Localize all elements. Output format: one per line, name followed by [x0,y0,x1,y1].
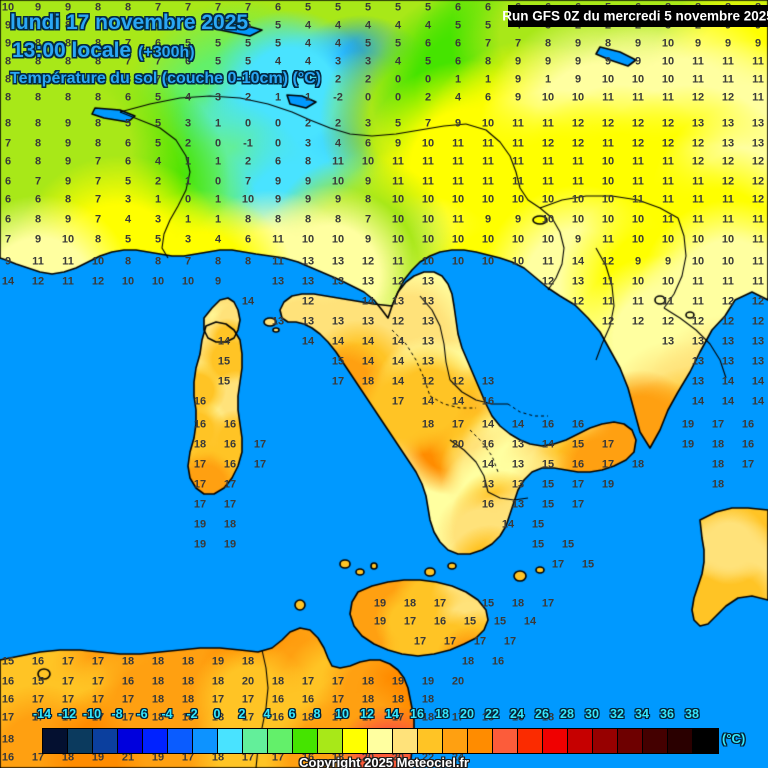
copyright-label: Copyright 2025 Meteociel.fr [299,755,469,768]
legend-tick: 30 [585,707,599,721]
legend-swatch [93,729,118,753]
legend-color-bar[interactable] [42,728,719,754]
legend-swatch [468,729,493,753]
legend-swatch [568,729,593,753]
legend-tick: -2 [186,707,198,721]
legend-tick: 10 [335,707,349,721]
legend-swatch [193,729,218,753]
legend-swatch [118,729,143,753]
legend-swatch [243,729,268,753]
model-run-label: Run GFS 0Z du mercredi 5 novembre 2025 [502,8,768,24]
legend-swatch [318,729,343,753]
legend-tick: -10 [82,707,102,721]
legend-swatch [68,729,93,753]
legend-tick: 28 [560,707,574,721]
legend-swatch [268,729,293,753]
legend-tick: 22 [485,707,499,721]
color-scale-legend: -14 -12 -10 -8 -6 -4 -2 0 2 4 6 8 10 12 14 16 18 20 22 24 26… [0,705,768,768]
legend-tick: -6 [136,707,148,721]
forecast-time-label: 13:00 locale (+300h) [12,40,195,61]
legend-swatch [518,729,543,753]
legend-unit-label: (°C) [722,731,746,746]
legend-swatch [668,729,693,753]
legend-swatch [393,729,418,753]
legend-swatch [368,729,393,753]
legend-tick: -12 [57,707,77,721]
legend-tick: 36 [660,707,674,721]
forecast-offset-text: (+300h) [138,44,195,61]
model-run-banner: Run GFS 0Z du mercredi 5 novembre 2025 [502,5,768,27]
legend-tick: 2 [238,707,246,721]
legend-tick: 8 [313,707,321,721]
legend-tick-labels: -14 -12 -10 -8 -6 -4 -2 0 2 4 6 8 10 12 14 16 18 20 22 24 26… [0,705,768,725]
legend-tick: 26 [535,707,549,721]
legend-tick: 16 [410,707,424,721]
forecast-time-text: 13:00 locale [12,39,132,62]
legend-swatch [593,729,618,753]
legend-tick: 0 [213,707,221,721]
legend-tick: -8 [111,707,123,721]
legend-tick: 18 [435,707,449,721]
legend-tick: 6 [288,707,296,721]
legend-swatch [693,729,718,753]
legend-tick: 38 [685,707,699,721]
legend-swatch [143,729,168,753]
legend-swatch [493,729,518,753]
legend-tick: -14 [32,707,52,721]
legend-swatch [418,729,443,753]
parameter-label: Température du sol (couche 0-10cm) (°C) [10,70,322,87]
legend-tick: 4 [263,707,271,721]
legend-swatch [443,729,468,753]
legend-swatch [543,729,568,753]
forecast-date-label: lundi 17 novembre 2025 [10,11,249,34]
legend-tick: 32 [610,707,624,721]
legend-swatch [168,729,193,753]
legend-swatch [218,729,243,753]
legend-swatch [343,729,368,753]
legend-tick: 34 [635,707,649,721]
legend-tick: -4 [161,707,173,721]
legend-swatch [43,729,68,753]
legend-swatch [618,729,643,753]
legend-tick: 12 [360,707,374,721]
legend-tick: 20 [460,707,474,721]
legend-swatch [293,729,318,753]
legend-swatch [643,729,668,753]
legend-tick: 24 [510,707,524,721]
legend-tick: 14 [385,707,399,721]
